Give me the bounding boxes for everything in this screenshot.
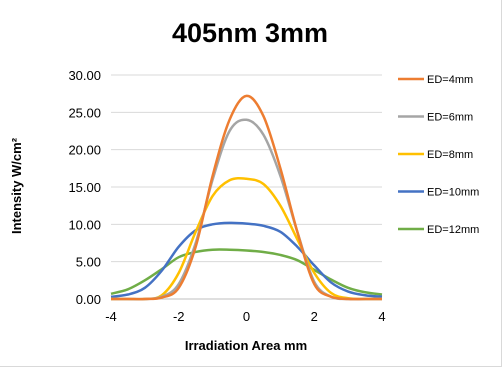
x-tick-label: 0 [243, 309, 250, 324]
series-line [110, 248, 383, 296]
legend-entry: ED=10mm [398, 187, 479, 199]
chart-title: 405nm 3mm [172, 18, 328, 48]
x-tick-label: -4 [105, 309, 117, 324]
series-line [111, 94, 382, 301]
y-tick-label: 10.00 [68, 217, 101, 232]
legend-label: ED=8mm [427, 149, 473, 161]
y-axis-ticks: 0.00 5.00 10.00 15.00 20.00 25.00 30.00 [68, 68, 101, 307]
legend-label: ED=10mm [427, 187, 479, 199]
series-lines [110, 94, 383, 301]
y-tick-label: 25.00 [68, 105, 101, 120]
legend-entry: ED=4mm [398, 74, 473, 86]
x-tick-label: 2 [311, 309, 318, 324]
x-axis-title: Irradiation Area mm [185, 338, 307, 353]
y-tick-label: 30.00 [68, 68, 101, 83]
legend-label: ED=4mm [427, 74, 473, 86]
y-tick-label: 0.00 [76, 292, 101, 307]
legend-label: ED=12mm [427, 224, 479, 236]
y-tick-label: 5.00 [76, 255, 101, 270]
x-axis-ticks: -4 -2 0 2 4 [105, 309, 385, 324]
x-tick-label: 4 [378, 309, 385, 324]
legend-entry: ED=12mm [398, 224, 479, 236]
x-tick-label: -2 [173, 309, 185, 324]
grid-lines [111, 74, 382, 300]
series-line [111, 118, 382, 301]
legend-label: ED=6mm [427, 112, 473, 124]
y-tick-label: 20.00 [68, 143, 101, 158]
legend-entry: ED=8mm [398, 149, 473, 161]
y-axis-title: Intensity W/cm² [9, 137, 24, 234]
legend: ED=4mm ED=6mm ED=8mm ED=10mm ED=12mm [398, 74, 479, 236]
legend-entry: ED=6mm [398, 112, 473, 124]
y-tick-label: 15.00 [68, 180, 101, 195]
series-line [110, 221, 383, 299]
